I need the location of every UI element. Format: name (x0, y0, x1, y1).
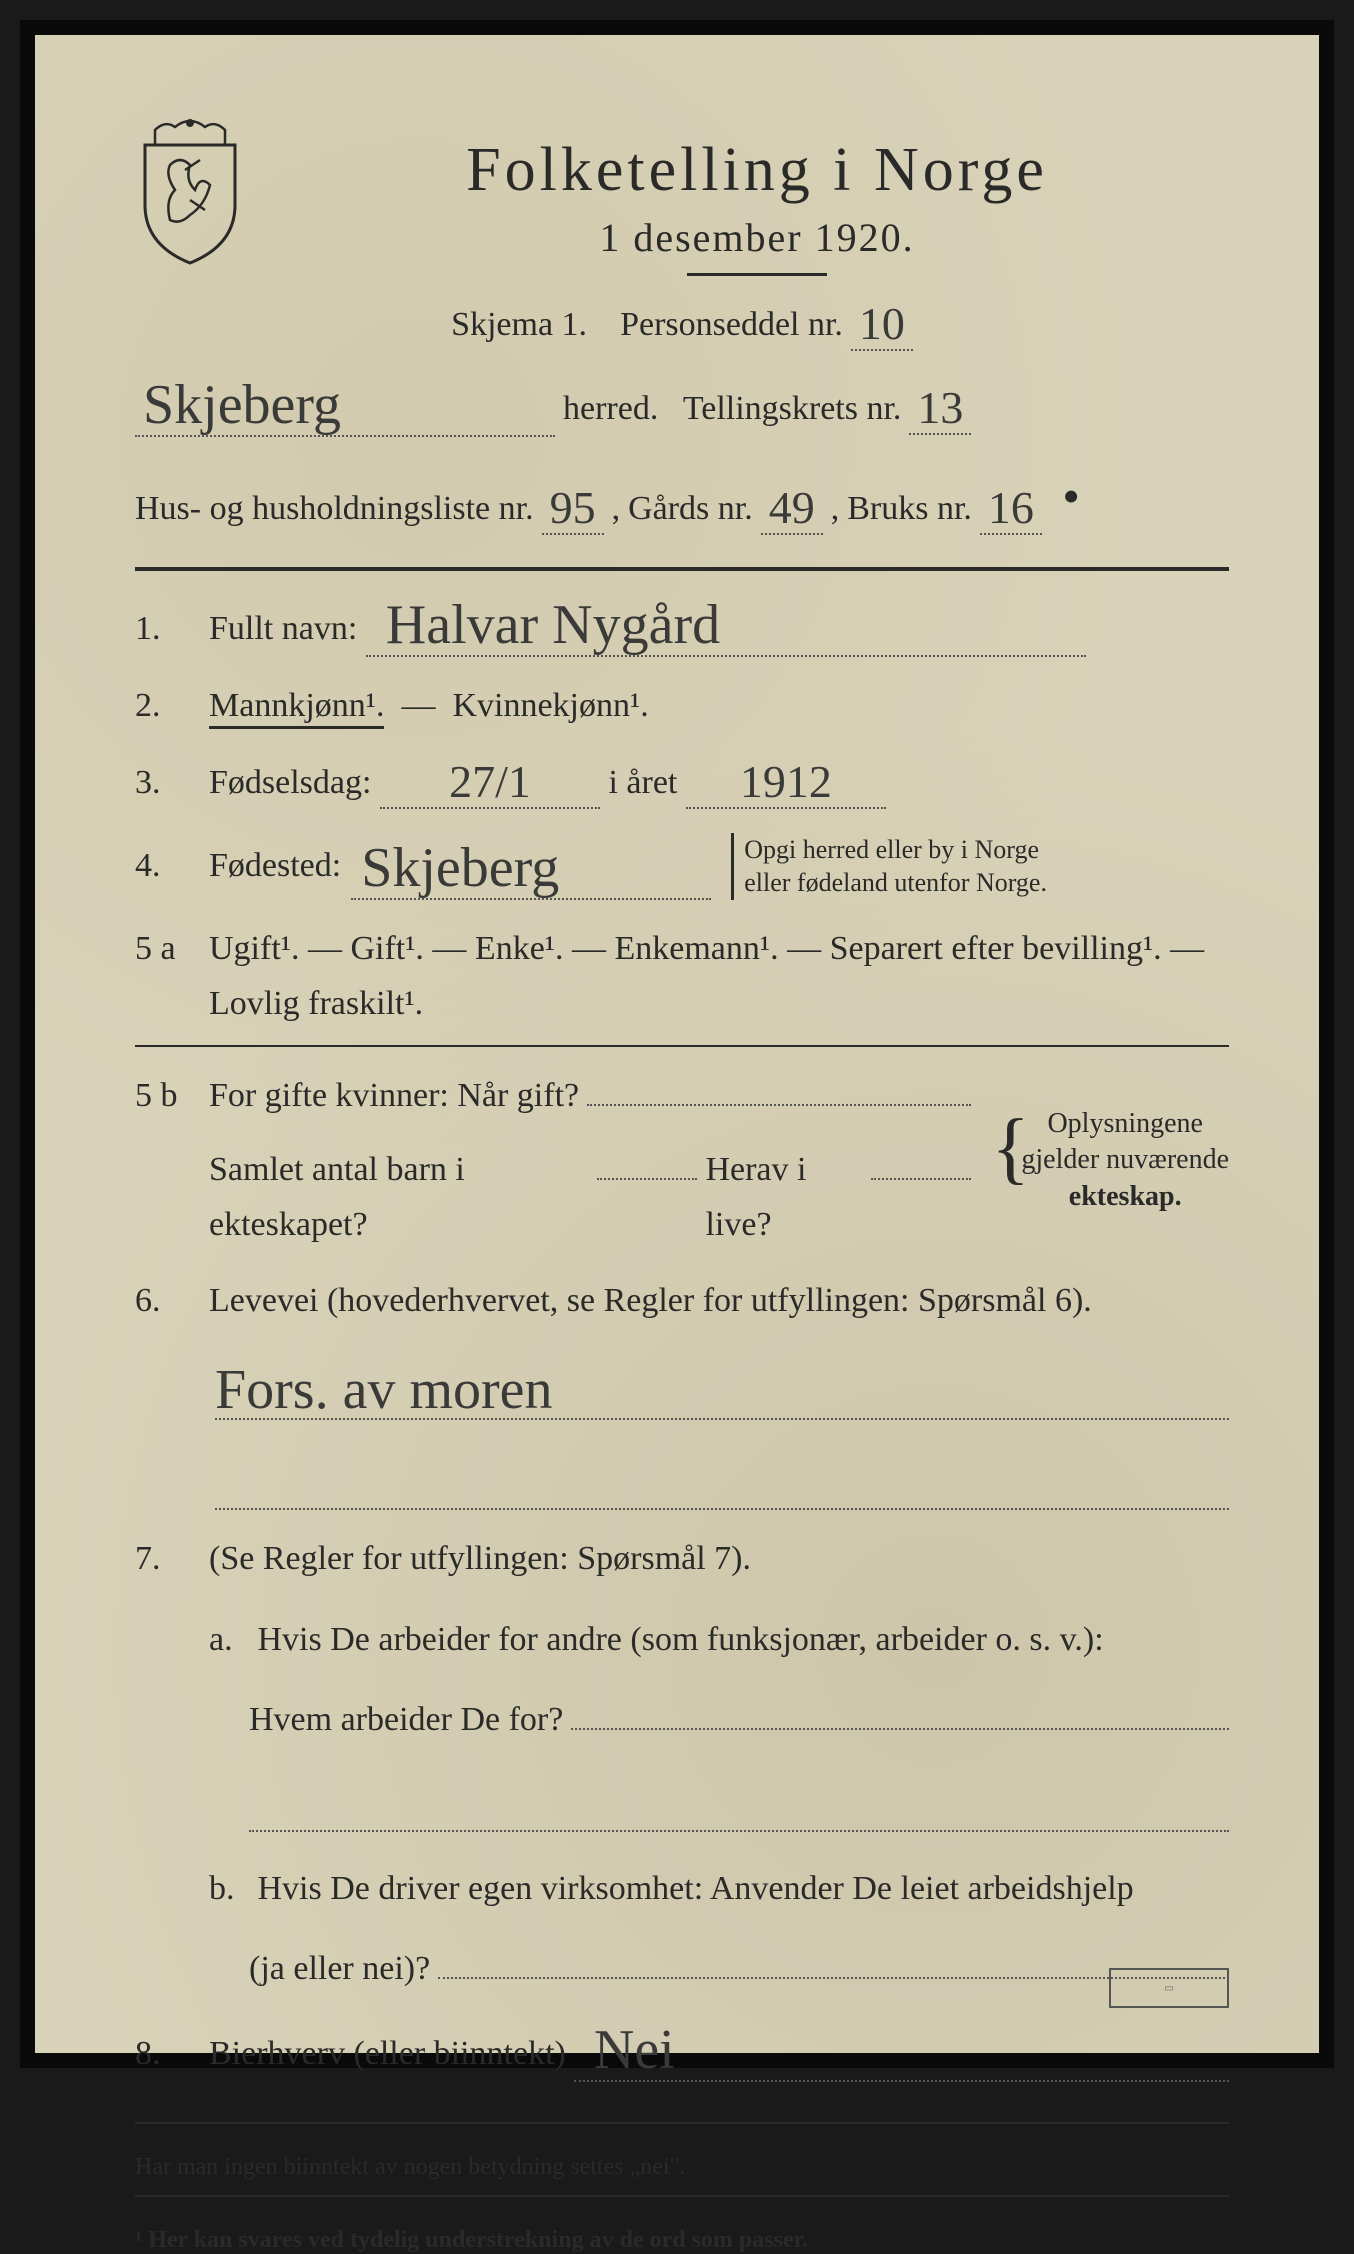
census-date: 1 desember 1920. (285, 214, 1229, 261)
q5b-note2: gjelder nuværende (1021, 1144, 1229, 1175)
schema-label: Skjema 1. (451, 294, 587, 355)
footnote-2: ¹ Her kan svares ved tydelig understrekn… (135, 2227, 1229, 2254)
q2-dash: — (401, 687, 435, 724)
tellingskrets-nr: 13 (909, 385, 971, 435)
divider-3 (135, 2122, 1229, 2124)
tellingskrets-label: Tellingskrets nr. (683, 378, 902, 439)
q7a-2: Hvem arbeider De for? (249, 1693, 563, 1747)
q5a-row: 5 a Ugift¹. — Gift¹. — Enke¹. — Enkemann… (135, 922, 1229, 1031)
q3-row: 3. Fødselsdag: 27/1 i året 1912 (135, 755, 1229, 810)
coat-of-arms-icon (135, 115, 245, 265)
census-form-page: Folketelling i Norge 1 desember 1920. Sk… (20, 20, 1334, 2068)
q8-label: Bierhverv (eller biinntekt) (209, 2027, 566, 2081)
q1-value: Halvar Nygård (366, 597, 1086, 657)
q5b-l2a: Samlet antal barn i ekteskapet? (209, 1143, 589, 1252)
divider-4 (135, 2195, 1229, 2197)
gards-nr: 49 (761, 485, 823, 535)
q1-label: Fullt navn: (209, 610, 357, 647)
q6-answer: Fors. av moren (215, 1358, 1229, 1420)
herred-line: Skjeberg herred. Tellingskrets nr. 13 (135, 373, 1229, 439)
husliste-nr: 95 (542, 485, 604, 535)
q2-row: 2. Mannkjønn¹. — Kvinnekjønn¹. (135, 679, 1229, 733)
q7b-num: b. (209, 1862, 249, 1916)
q7a-num: a. (209, 1613, 249, 1667)
q2-opt1: Mannkjønn¹. (209, 687, 384, 729)
q8-num: 8. (135, 2027, 185, 2081)
q4-value: Skjeberg (351, 840, 711, 900)
q4-note2: eller fødeland utenfor Norge. (744, 868, 1047, 897)
q3-year: 1912 (686, 759, 886, 809)
q7b-1: Hvis De driver egen virksomhet: Anvender… (258, 1870, 1134, 1907)
q2-opt2: Kvinnekjønn¹. (452, 687, 648, 724)
q3-day: 27/1 (380, 759, 600, 809)
q5b-l2b: Herav i live? (705, 1143, 863, 1252)
q1-row: 1. Fullt navn: Halvar Nygård (135, 593, 1229, 656)
gards-label: Gårds nr. (628, 478, 753, 539)
q5b-num: 5 b (135, 1069, 185, 1123)
q1-num: 1. (135, 602, 185, 656)
q6-value: Fors. av moren (215, 1359, 553, 1421)
herred-value: Skjeberg (135, 377, 555, 437)
q6-row: 6. Levevei (hovederhvervet, se Regler fo… (135, 1274, 1229, 1328)
q8-value: Nei (574, 2022, 1229, 2082)
herred-label: herred. (563, 378, 658, 439)
q5b-note: Oplysningene gjelder nuværende ekteskap. (991, 1106, 1229, 1215)
q5b-row: 5 b For gifte kvinner: Når gift? Samlet … (135, 1069, 1229, 1252)
q7-num: 7. (135, 1532, 185, 1586)
q3-year-label: i året (608, 764, 677, 801)
q6-blank (215, 1460, 1229, 1510)
q8-row: 8. Bierhverv (eller biinntekt) Nei (135, 2018, 1229, 2081)
q4-label: Fødested: (209, 839, 341, 893)
main-title: Folketelling i Norge (285, 135, 1229, 206)
personseddel-label: Personseddel nr. (620, 294, 843, 355)
printer-stamp: ▭ (1109, 1968, 1229, 2008)
personseddel-nr: 10 (851, 301, 913, 351)
divider-1 (135, 567, 1229, 571)
q6-label: Levevei (hovederhvervet, se Regler for u… (209, 1282, 1092, 1319)
q5b-l1: For gifte kvinner: Når gift? (209, 1069, 579, 1123)
husliste-label: Hus- og husholdningsliste nr. (135, 478, 534, 539)
q5a-opts: Ugift¹. — Gift¹. — Enke¹. — Enkemann¹. —… (209, 930, 1204, 967)
q4-row: 4. Fødested: Skjeberg Opgi herred eller … (135, 833, 1229, 901)
q4-note1: Opgi herred eller by i Norge (744, 835, 1039, 864)
q6-num: 6. (135, 1274, 185, 1328)
q5b-note3: ekteskap. (1069, 1181, 1182, 1212)
q5a-opts2: Lovlig fraskilt¹. (209, 985, 423, 1022)
q5b-note1: Oplysningene (1047, 1108, 1203, 1139)
q7-row: 7. (Se Regler for utfyllingen: Spørsmål … (135, 1532, 1229, 1996)
q5a-num: 5 a (135, 922, 185, 976)
q7-label: (Se Regler for utfyllingen: Spørsmål 7). (209, 1540, 751, 1577)
q3-label: Fødselsdag: (209, 764, 371, 801)
q4-note: Opgi herred eller by i Norge eller fødel… (731, 833, 1047, 901)
schema-line: Skjema 1. Personseddel nr. 10 (135, 294, 1229, 355)
bruks-label: Bruks nr. (847, 478, 972, 539)
divider-2 (135, 1045, 1229, 1047)
bruks-nr: 16 (980, 485, 1042, 535)
title-rule (687, 273, 827, 276)
q4-num: 4. (135, 839, 185, 893)
footnote-1: Har man ingen biinntekt av nogen betydni… (135, 2154, 1229, 2181)
header: Folketelling i Norge 1 desember 1920. (135, 115, 1229, 276)
q3-num: 3. (135, 756, 185, 810)
title-block: Folketelling i Norge 1 desember 1920. (285, 115, 1229, 276)
q7a-1: Hvis De arbeider for andre (som funksjon… (258, 1621, 1104, 1658)
husliste-line: Hus- og husholdningsliste nr. 95, Gårds … (135, 457, 1229, 547)
q2-num: 2. (135, 679, 185, 733)
q7b-2: (ja eller nei)? (249, 1942, 430, 1996)
